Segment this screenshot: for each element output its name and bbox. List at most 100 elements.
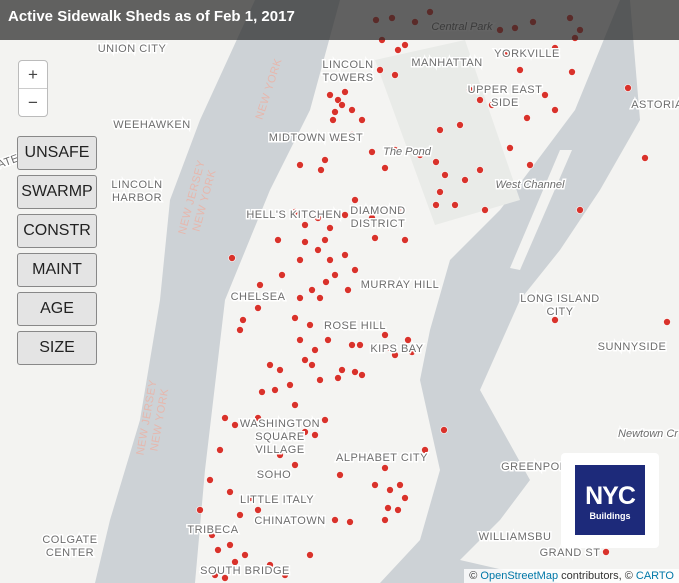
shed-point[interactable]	[221, 574, 229, 582]
shed-point[interactable]	[341, 88, 349, 96]
shed-point[interactable]	[236, 511, 244, 519]
shed-point[interactable]	[196, 506, 204, 514]
shed-point[interactable]	[331, 108, 339, 116]
shed-point[interactable]	[326, 224, 334, 232]
shed-point[interactable]	[322, 278, 330, 286]
shed-point[interactable]	[286, 381, 294, 389]
shed-point[interactable]	[381, 464, 389, 472]
shed-point[interactable]	[226, 488, 234, 496]
shed-point[interactable]	[348, 341, 356, 349]
shed-point[interactable]	[291, 314, 299, 322]
zoom-out[interactable]: −	[28, 93, 38, 112]
shed-point[interactable]	[371, 234, 379, 242]
shed-point[interactable]	[311, 431, 319, 439]
shed-point[interactable]	[408, 348, 416, 356]
shed-point[interactable]	[228, 254, 236, 262]
shed-point[interactable]	[381, 516, 389, 524]
shed-point[interactable]	[266, 561, 274, 569]
shed-point[interactable]	[306, 321, 314, 329]
shed-point[interactable]	[391, 71, 399, 79]
shed-point[interactable]	[394, 46, 402, 54]
shed-point[interactable]	[331, 271, 339, 279]
shed-point[interactable]	[301, 221, 309, 229]
shed-point[interactable]	[291, 446, 299, 454]
shed-point[interactable]	[334, 134, 342, 142]
shed-point[interactable]	[358, 116, 366, 124]
osm-link[interactable]: OpenStreetMap	[480, 570, 559, 582]
shed-point[interactable]	[231, 558, 239, 566]
filter-button[interactable]: UNSAFE	[17, 136, 97, 170]
shed-point[interactable]	[386, 486, 394, 494]
shed-point[interactable]	[551, 44, 559, 52]
shed-point[interactable]	[358, 371, 366, 379]
shed-point[interactable]	[296, 294, 304, 302]
shed-point[interactable]	[334, 96, 342, 104]
shed-point[interactable]	[214, 546, 222, 554]
shed-point[interactable]	[326, 256, 334, 264]
shed-point[interactable]	[432, 158, 440, 166]
shed-point[interactable]	[602, 548, 610, 556]
shed-point[interactable]	[314, 214, 322, 222]
shed-point[interactable]	[346, 518, 354, 526]
shed-point[interactable]	[404, 336, 412, 344]
shed-point[interactable]	[208, 531, 216, 539]
shed-point[interactable]	[231, 421, 239, 429]
shed-point[interactable]	[371, 481, 379, 489]
shed-point[interactable]	[226, 541, 234, 549]
shed-point[interactable]	[501, 51, 509, 59]
shed-point[interactable]	[321, 236, 329, 244]
shed-point[interactable]	[239, 316, 247, 324]
shed-point[interactable]	[241, 551, 249, 559]
shed-point[interactable]	[256, 281, 264, 289]
shed-point[interactable]	[266, 361, 274, 369]
zoom-in[interactable]: +	[19, 61, 47, 89]
shed-point[interactable]	[401, 41, 409, 49]
shed-point[interactable]	[321, 416, 329, 424]
shed-point[interactable]	[324, 336, 332, 344]
shed-point[interactable]	[254, 304, 262, 312]
shed-point[interactable]	[311, 346, 319, 354]
shed-point[interactable]	[216, 446, 224, 454]
shed-point[interactable]	[348, 106, 356, 114]
shed-point[interactable]	[391, 146, 399, 154]
shed-point[interactable]	[221, 414, 229, 422]
filter-button[interactable]: CONSTR	[17, 214, 97, 248]
shed-point[interactable]	[440, 426, 448, 434]
shed-point[interactable]	[341, 211, 349, 219]
shed-point[interactable]	[506, 144, 514, 152]
shed-point[interactable]	[296, 161, 304, 169]
shed-point[interactable]	[316, 376, 324, 384]
shed-point[interactable]	[326, 91, 334, 99]
shed-point[interactable]	[416, 151, 424, 159]
shed-point[interactable]	[441, 171, 449, 179]
shed-point[interactable]	[641, 154, 649, 162]
shed-point[interactable]	[576, 206, 584, 214]
filter-button[interactable]: SWARMP	[17, 175, 97, 209]
shed-point[interactable]	[461, 176, 469, 184]
shed-point[interactable]	[278, 271, 286, 279]
shed-point[interactable]	[368, 148, 376, 156]
shed-point[interactable]	[246, 494, 254, 502]
shed-point[interactable]	[436, 126, 444, 134]
shed-point[interactable]	[254, 414, 262, 422]
shed-point[interactable]	[211, 571, 219, 579]
shed-point[interactable]	[421, 446, 429, 454]
shed-point[interactable]	[466, 86, 474, 94]
shed-point[interactable]	[301, 356, 309, 364]
shed-point[interactable]	[308, 361, 316, 369]
shed-point[interactable]	[351, 266, 359, 274]
shed-point[interactable]	[336, 471, 344, 479]
carto-link[interactable]: CARTO	[635, 570, 674, 582]
shed-point[interactable]	[254, 506, 262, 514]
shed-point[interactable]	[334, 374, 342, 382]
shed-point[interactable]	[321, 156, 329, 164]
shed-point[interactable]	[488, 101, 496, 109]
shed-point[interactable]	[396, 481, 404, 489]
shed-point[interactable]	[432, 201, 440, 209]
shed-point[interactable]	[663, 318, 671, 326]
shed-point[interactable]	[338, 366, 346, 374]
shed-point[interactable]	[436, 188, 444, 196]
shed-point[interactable]	[316, 294, 324, 302]
shed-point[interactable]	[301, 428, 309, 436]
shed-point[interactable]	[551, 106, 559, 114]
